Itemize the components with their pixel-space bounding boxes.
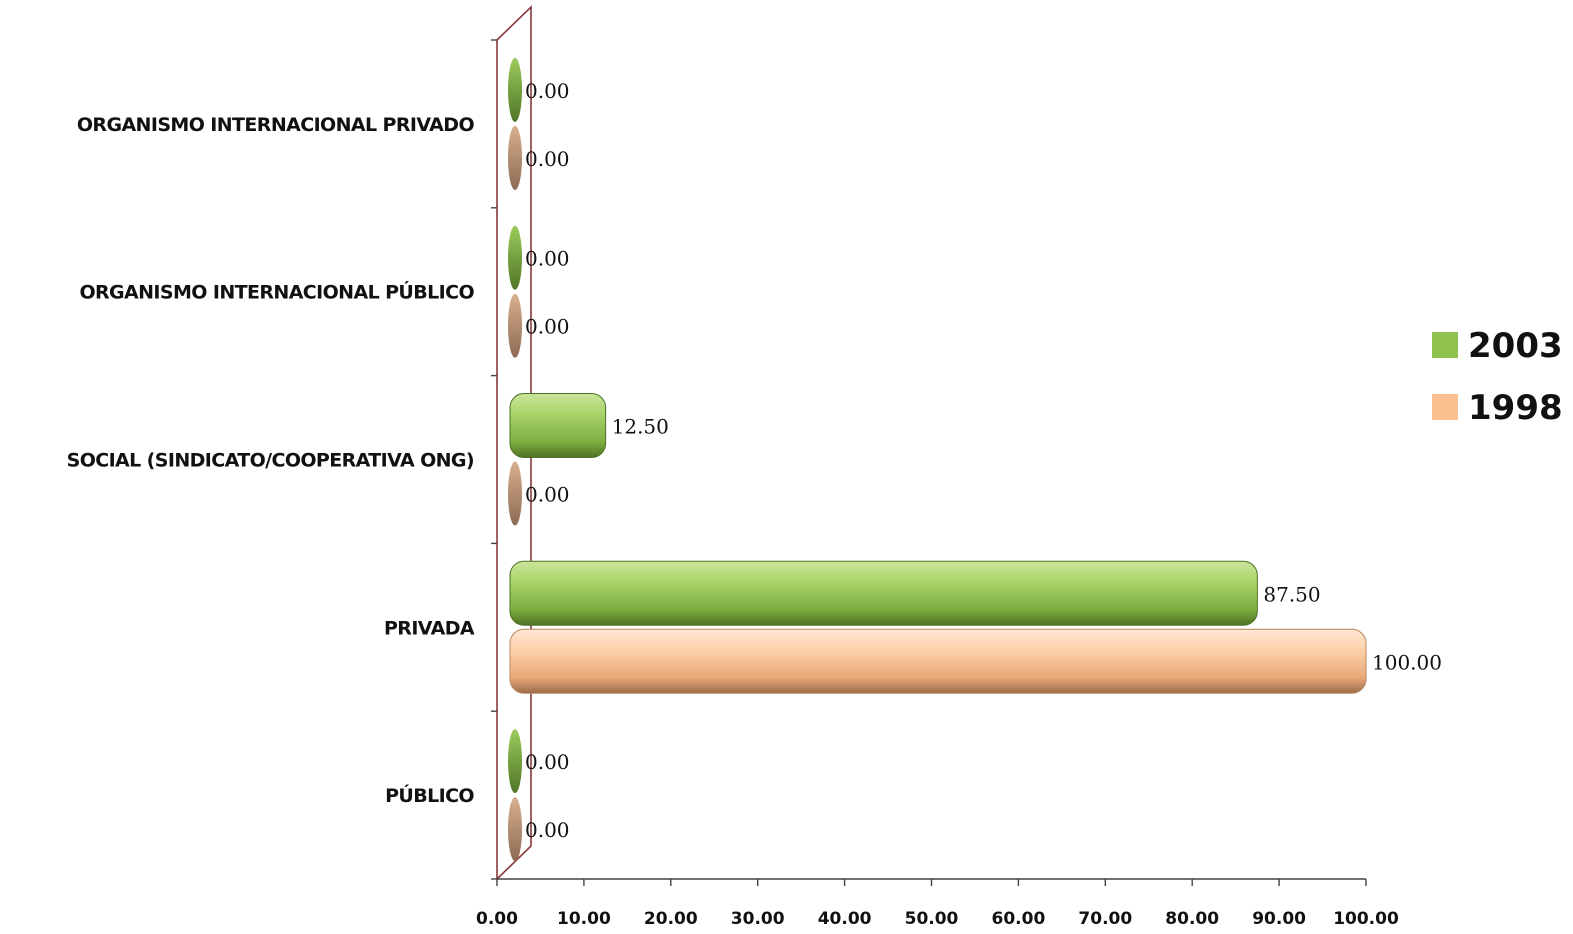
x-tick-label: 20.00 <box>644 909 698 929</box>
legend-label: 2003 <box>1468 326 1563 366</box>
x-tick-label: 30.00 <box>731 909 785 929</box>
bar-1998 <box>508 461 522 526</box>
category-label: ORGANISMO INTERNACIONAL PÚBLICO <box>79 280 474 304</box>
data-label: 100.00 <box>1372 650 1442 674</box>
bar-2003 <box>509 560 1258 626</box>
data-label: 0.00 <box>525 247 570 271</box>
x-tick-label: 40.00 <box>818 909 872 929</box>
bar-2003 <box>509 393 607 458</box>
data-label: 0.00 <box>525 79 570 103</box>
bar-1998 <box>508 125 522 190</box>
x-axis: 0.00 10.00 20.00 30.00 40.00 50.00 60.00 70.00 8… <box>476 878 1399 929</box>
data-label: 0.00 <box>525 750 570 774</box>
data-label: 0.00 <box>525 315 570 339</box>
x-tick-label: 80.00 <box>1165 909 1219 929</box>
x-tick-label: 60.00 <box>992 909 1046 929</box>
category-label: SOCIAL (SINDICATO/COOPERATIVA ONG) <box>67 450 474 472</box>
x-tick-label: 90.00 <box>1252 909 1306 929</box>
bar-2003 <box>508 57 522 122</box>
x-tick-label: 0.00 <box>476 909 518 929</box>
x-tick-label: 70.00 <box>1078 909 1132 929</box>
y-axis-ticks <box>491 39 497 880</box>
bars <box>508 57 1367 862</box>
bar-1998 <box>508 293 522 358</box>
legend: 2003 1998 <box>1432 326 1563 428</box>
data-label: 12.50 <box>612 415 669 439</box>
wall-outline <box>496 5 532 881</box>
category-label: PRIVADA <box>384 617 475 639</box>
bar-2003 <box>508 729 522 794</box>
data-label: 0.00 <box>525 147 570 171</box>
data-label: 87.50 <box>1263 582 1320 606</box>
data-label: 0.00 <box>525 483 570 507</box>
x-tick-label: 50.00 <box>905 909 959 929</box>
data-label: 0.00 <box>525 818 570 842</box>
legend-swatch <box>1432 394 1458 420</box>
legend-swatch <box>1432 332 1458 358</box>
x-tick-label: 100.00 <box>1333 909 1399 929</box>
bar-1998 <box>508 797 522 862</box>
bar-2003 <box>508 225 522 290</box>
category-label: ORGANISMO INTERNACIONAL PRIVADO <box>77 114 475 136</box>
bar-1998 <box>509 628 1367 694</box>
legend-label: 1998 <box>1468 388 1563 428</box>
x-tick-label: 10.00 <box>557 909 611 929</box>
category-label: PÚBLICO <box>385 783 474 807</box>
labels: ORGANISMO INTERNACIONAL PRIVADO 0.00 0.00 O… <box>67 79 1442 842</box>
chart-back-wall <box>496 5 532 881</box>
